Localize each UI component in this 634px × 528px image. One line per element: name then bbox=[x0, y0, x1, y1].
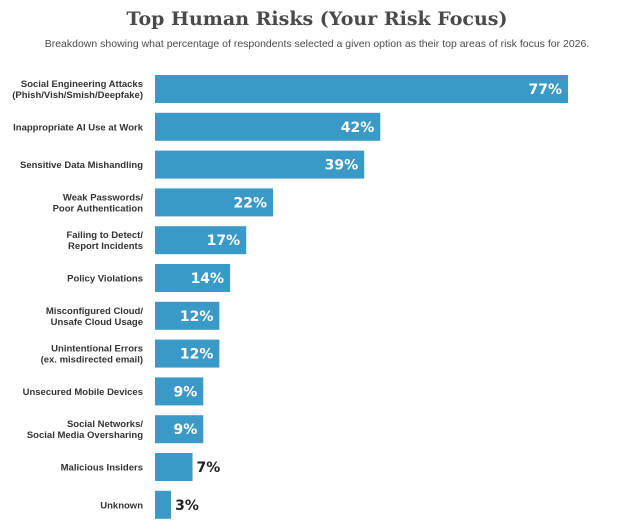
value-label-11: 3% bbox=[175, 498, 199, 514]
bar-5 bbox=[155, 264, 231, 292]
value-label-2: 39% bbox=[325, 158, 359, 174]
bar-11 bbox=[155, 490, 172, 519]
bar-4 bbox=[155, 226, 247, 255]
category-label-8: Unsecured Mobile Devices bbox=[23, 387, 143, 398]
category-label-0: Social Engineering Attacks (Phish/Vish/Sm… bbox=[12, 79, 143, 101]
value-label-7: 12% bbox=[180, 347, 214, 363]
value-label-1: 42% bbox=[341, 120, 375, 136]
value-label-0: 77% bbox=[528, 82, 562, 98]
value-label-3: 22% bbox=[233, 195, 267, 211]
bar-1 bbox=[155, 112, 381, 141]
bar-2 bbox=[155, 150, 365, 179]
bar-9 bbox=[155, 415, 204, 444]
category-label-11: Unknown bbox=[100, 500, 143, 511]
bar-0 bbox=[155, 75, 568, 103]
category-label-3: Weak Passwords/Poor Authentication bbox=[53, 192, 144, 214]
category-label-9: Social Networks/Social Media Oversharing bbox=[27, 419, 144, 441]
value-label-5: 14% bbox=[191, 271, 225, 287]
value-label-9: 9% bbox=[173, 422, 197, 438]
bar-10 bbox=[155, 453, 193, 481]
category-label-1: Inappropriate AI Use at Work bbox=[13, 122, 144, 133]
chart-title: Top Human Risks (Your Risk Focus) bbox=[126, 8, 508, 30]
category-label-7: Unintentional Errors (ex. misdirected ema… bbox=[41, 344, 143, 366]
bar-3 bbox=[155, 188, 273, 217]
value-label-4: 17% bbox=[207, 233, 241, 249]
bar-6 bbox=[155, 301, 220, 330]
value-label-6: 12% bbox=[180, 309, 214, 325]
category-label-2: Sensitive Data Mishandling bbox=[20, 160, 143, 171]
chart-subtitle: Breakdown showing what percentage of res… bbox=[44, 38, 590, 50]
bar-8 bbox=[155, 377, 204, 406]
category-label-4: Failing to Detect/Report Incidents bbox=[66, 230, 143, 252]
category-label-6: Misconfigured Cloud/Unsafe Cloud Usage bbox=[46, 306, 143, 328]
bar-7 bbox=[155, 339, 220, 368]
value-label-10: 7% bbox=[197, 460, 221, 476]
category-label-10: Malicious Insiders bbox=[61, 463, 143, 474]
value-label-8: 9% bbox=[173, 384, 197, 400]
bars-layer: Social Engineering Attacks (Phish/Vish/Sm… bbox=[12, 75, 568, 519]
category-label-5: Policy Violations bbox=[67, 274, 143, 285]
